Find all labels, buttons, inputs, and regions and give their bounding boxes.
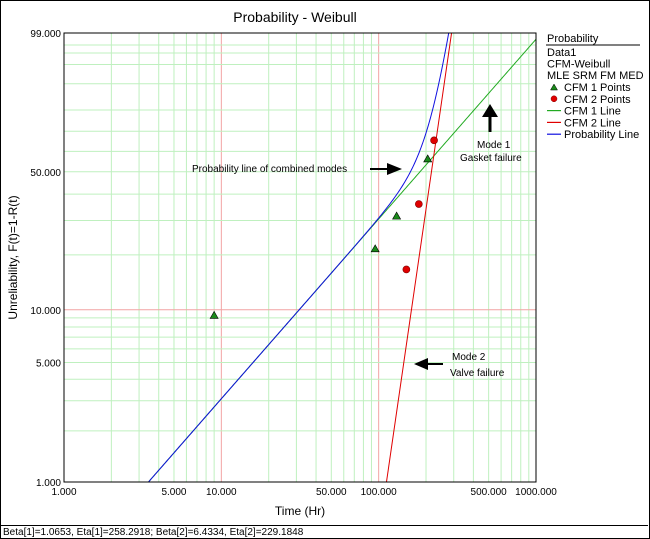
x-tick-label: 1.000 [51, 487, 76, 498]
data-points [209, 136, 438, 319]
y-tick-label: 99.000 [30, 29, 61, 40]
x-tick-labels: 1.000 5.000 10.000 50.000 100.000 500.000 1000… [51, 487, 557, 498]
annotation-combined-modes: Probability line of combined modes [192, 164, 347, 175]
probability-line [147, 33, 450, 482]
legend-heading: Probability [547, 33, 599, 45]
annotation-arrow-head [482, 104, 498, 117]
y-tick-label: 10.000 [30, 306, 61, 317]
cfm2-line [385, 33, 453, 482]
x-tick-label: 50.000 [316, 487, 347, 498]
cfm1-point [370, 244, 380, 253]
annotation-mode2-title: Mode 2 [452, 352, 486, 363]
legend-info-line: CFM-Weibull [547, 59, 610, 71]
cfm1-point [392, 211, 402, 220]
x-axis-title: Time (Hr) [275, 504, 325, 518]
y-tick-label: 1.000 [36, 478, 61, 489]
legend-entry-label: CFM 1 Points [564, 82, 631, 94]
annotation-mode1-desc: Gasket failure [460, 153, 522, 164]
legend-entry-label: CFM 1 Line [564, 106, 621, 118]
annotation-mode1-title: Mode 1 [477, 140, 511, 151]
curves [147, 33, 536, 482]
annotation-arrow-head [414, 358, 428, 370]
x-tick-label: 100.000 [361, 487, 398, 498]
y-axis-title: Unreliability, F(t)=1-R(t) [6, 195, 20, 319]
legend-info-line: Data1 [547, 47, 576, 59]
y-tick-label: 50.000 [30, 168, 61, 179]
y-tick-labels: 1.000 5.000 10.000 50.000 99.000 [30, 29, 61, 489]
x-tick-label: 1000.000 [515, 487, 557, 498]
grid-lines [64, 33, 536, 482]
legend-info-line: MLE SRM FM MED [547, 70, 644, 82]
plot-area-border [63, 32, 537, 483]
legend-symbol-circle [550, 95, 558, 103]
chart-title: Probability - Weibull [233, 9, 357, 25]
x-tick-label: 10.000 [206, 487, 237, 498]
legend-entry-label: CFM 2 Points [564, 94, 631, 106]
parameter-status-bar: Beta[1]=1.0653, Eta[1]=258.2918; Beta[2]… [0, 525, 648, 538]
annotations: Probability line of combined modes Mode 1… [192, 104, 522, 379]
cfm2-point [402, 265, 411, 274]
annotation-mode2-desc: Valve failure [450, 368, 505, 379]
cfm1-point [423, 154, 433, 163]
cfm2-point [415, 200, 423, 208]
legend-symbol-triangle [550, 83, 558, 91]
cfm1-point [209, 310, 219, 319]
legend-entry-label: CFM 2 Line [564, 117, 621, 129]
cfm2-point [430, 136, 438, 145]
legend-entry-label: Probability Line [564, 129, 639, 141]
x-tick-label: 500.000 [471, 487, 508, 498]
x-tick-label: 5.000 [161, 487, 186, 498]
annotation-arrow-head [387, 163, 402, 175]
y-tick-label: 5.000 [36, 359, 61, 370]
